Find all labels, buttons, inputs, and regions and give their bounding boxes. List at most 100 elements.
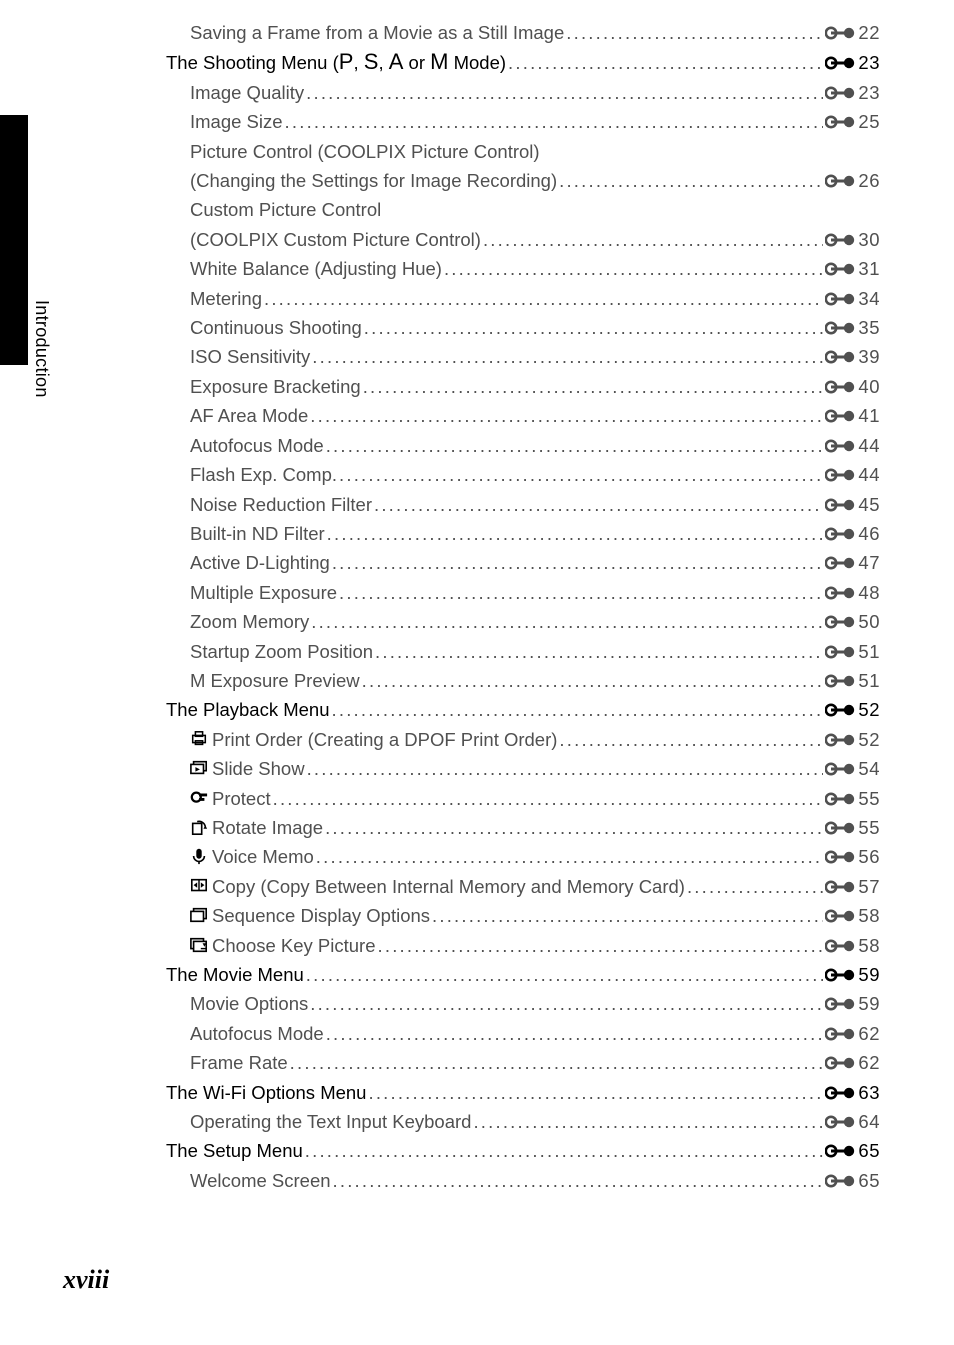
toc-page: 56: [825, 842, 880, 871]
toc-page-number: 63: [856, 1078, 880, 1107]
toc-page-number: 59: [856, 960, 880, 989]
toc-row: ISO Sensitivity.........................…: [142, 342, 880, 371]
toc-page-number: 58: [856, 931, 880, 960]
toc-row: Print Order (Creating a DPOF Print Order…: [142, 725, 880, 754]
page-ref-icon: [825, 733, 855, 747]
copy-icon: [190, 875, 208, 893]
toc-page: 48: [825, 578, 880, 607]
toc-page-number: 52: [856, 725, 880, 754]
toc-leader: ........................................…: [363, 372, 823, 401]
page-ref-icon: [825, 1144, 855, 1158]
toc-label: Continuous Shooting: [190, 313, 362, 342]
toc-leader: ........................................…: [332, 695, 823, 724]
page-ref-icon: [825, 792, 855, 806]
toc-row: Startup Zoom Position...................…: [142, 637, 880, 666]
page-ref-icon: [825, 939, 855, 953]
toc-row: Sequence Display Options................…: [142, 901, 880, 930]
toc-page: 58: [825, 901, 880, 930]
toc-leader: ........................................…: [473, 1107, 823, 1136]
toc-row: Multiple Exposure.......................…: [142, 578, 880, 607]
toc-row: (Changing the Settings for Image Recordi…: [142, 166, 880, 195]
toc-page-number: 62: [856, 1019, 880, 1048]
toc-label: Autofocus Mode: [190, 1019, 324, 1048]
toc-label: Rotate Image: [212, 813, 323, 842]
toc-page-number: 51: [856, 637, 880, 666]
toc-label: Active D-Lighting: [190, 548, 330, 577]
toc-row: Picture Control (COOLPIX Picture Control…: [142, 137, 880, 166]
toc-row: Frame Rate .............................…: [142, 1048, 880, 1077]
toc-page-number: 65: [856, 1136, 880, 1165]
protect-icon: [190, 787, 208, 805]
toc-row: Rotate Image ...........................…: [142, 813, 880, 842]
toc-leader: ........................................…: [310, 989, 823, 1018]
toc-row: Noise Reduction Filter..................…: [142, 490, 880, 519]
toc-row: Voice Memo..............................…: [142, 842, 880, 871]
toc-page-number: 51: [856, 666, 880, 695]
page-ref-icon: [825, 880, 855, 894]
toc-page-number: 34: [856, 284, 880, 313]
toc-page: 55: [825, 784, 880, 813]
toc-page: 64: [825, 1107, 880, 1136]
toc-label: Metering: [190, 284, 262, 313]
toc-leader: ........................................…: [559, 166, 823, 195]
toc-leader: ........................................…: [316, 842, 823, 871]
page-ref-icon: [825, 262, 855, 276]
toc-label: M Exposure Preview: [190, 666, 360, 695]
toc-page-number: 54: [856, 754, 880, 783]
page-number: xviii: [63, 1265, 109, 1295]
toc-leader: ........................................…: [339, 578, 823, 607]
page-ref-icon: [825, 850, 855, 864]
key-icon: [190, 934, 208, 952]
voice-icon: [190, 845, 208, 863]
toc-label: Image Quality: [190, 78, 304, 107]
toc-page-number: 52: [856, 695, 880, 724]
toc-leader: ........................................…: [368, 1078, 823, 1107]
toc-page-number: 31: [856, 254, 880, 283]
toc-leader: ........................................…: [311, 607, 823, 636]
toc-row: Exposure Bracketing.....................…: [142, 372, 880, 401]
toc-page-number: 50: [856, 607, 880, 636]
toc-label: Flash Exp. Comp.: [190, 460, 337, 489]
page-ref-icon: [825, 350, 855, 364]
print-icon: [190, 728, 208, 746]
page-ref-icon: [825, 498, 855, 512]
toc-row: Slide Show..............................…: [142, 754, 880, 783]
toc-page-number: 59: [856, 989, 880, 1018]
toc-label: Protect: [212, 784, 271, 813]
sequence-icon: [190, 904, 208, 922]
toc-page-number: 39: [856, 342, 880, 371]
page-ref-icon: [825, 409, 855, 423]
toc-label: White Balance (Adjusting Hue): [190, 254, 442, 283]
page-ref-icon: [825, 1174, 855, 1188]
page-ref-icon: [825, 174, 855, 188]
toc-page: 65: [825, 1166, 880, 1195]
toc-leader: ........................................…: [364, 313, 823, 342]
toc-page-number: 45: [856, 490, 880, 519]
toc-leader: ........................................…: [444, 254, 823, 283]
slide-icon: [190, 757, 208, 775]
toc-leader: ........................................…: [378, 931, 823, 960]
toc-leader: ........................................…: [290, 1048, 823, 1077]
toc-page: 51: [825, 637, 880, 666]
toc-page: 31: [825, 254, 880, 283]
toc-page: 40: [825, 372, 880, 401]
toc-page: 57: [825, 872, 880, 901]
toc-page: 39: [825, 342, 880, 371]
toc-leader: ........................................…: [333, 1166, 823, 1195]
toc-leader: ........................................…: [305, 1136, 823, 1165]
toc-page: 52: [825, 725, 880, 754]
page-ref-icon: [825, 1056, 855, 1070]
toc-page: 47: [825, 548, 880, 577]
toc-row: Welcome Screen..........................…: [142, 1166, 880, 1195]
page-ref-icon: [825, 1086, 855, 1100]
toc-leader: ........................................…: [326, 1019, 823, 1048]
page-ref-icon: [825, 321, 855, 335]
toc-page: 34: [825, 284, 880, 313]
toc-row: The Shooting Menu (P, S, A or M Mode)...…: [142, 47, 880, 77]
toc-page-number: 23: [856, 48, 880, 77]
toc-page: 30: [825, 225, 880, 254]
toc-leader: ........................................…: [327, 519, 823, 548]
toc-page: 59: [825, 989, 880, 1018]
page-ref-icon: [825, 762, 855, 776]
toc-row: Image Size..............................…: [142, 107, 880, 136]
